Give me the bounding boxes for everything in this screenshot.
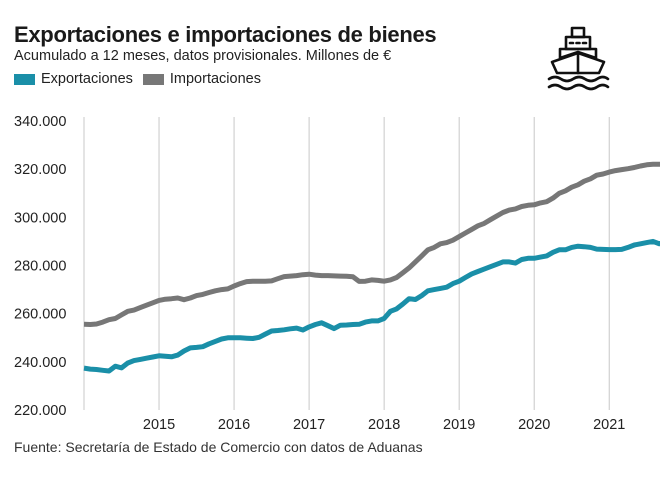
legend-label-importaciones: Importaciones [169, 71, 261, 87]
y-tick-label: 240.000 [14, 355, 66, 371]
source-note: Fuente: Secretaría de Estado de Comercio… [14, 439, 423, 455]
y-axis: 220.000 240.000 260.000 280.000 300.000 320.0… [14, 114, 66, 419]
legend-label-exportaciones: Exportaciones [41, 71, 133, 87]
series-lines [83, 161, 660, 374]
series-line-exportaciones [83, 238, 660, 374]
grid-lines [83, 117, 610, 410]
x-tick-label: 2019 [443, 417, 475, 433]
legend: Exportaciones Importaciones [14, 71, 271, 87]
x-tick-label: 2015 [143, 417, 175, 433]
x-axis: 2015 2016 2017 2018 2019 2020 2021 [143, 417, 625, 433]
y-tick-label: 320.000 [14, 162, 66, 178]
x-tick-label: 2021 [593, 417, 625, 433]
x-tick-label: 2020 [518, 417, 550, 433]
y-tick-label: 340.000 [14, 114, 66, 130]
legend-swatch-exportaciones [14, 73, 35, 85]
chart-subtitle: Acumulado a 12 meses, datos provisionale… [14, 48, 392, 64]
legend-item-importaciones: Importaciones [142, 71, 261, 87]
legend-item-exportaciones: Exportaciones [14, 71, 133, 87]
x-tick-label: 2018 [368, 417, 400, 433]
y-tick-label: 300.000 [14, 210, 66, 226]
y-tick-label: 260.000 [14, 307, 66, 323]
chart-title: Exportaciones e importaciones de bienes [14, 22, 437, 47]
ship-icon [547, 26, 610, 91]
legend-swatch-importaciones [142, 73, 164, 85]
series-line-importaciones [83, 161, 660, 327]
y-tick-label: 280.000 [14, 259, 66, 275]
x-tick-label: 2017 [293, 417, 325, 433]
x-tick-label: 2016 [218, 417, 250, 433]
y-tick-label: 220.000 [14, 403, 66, 419]
